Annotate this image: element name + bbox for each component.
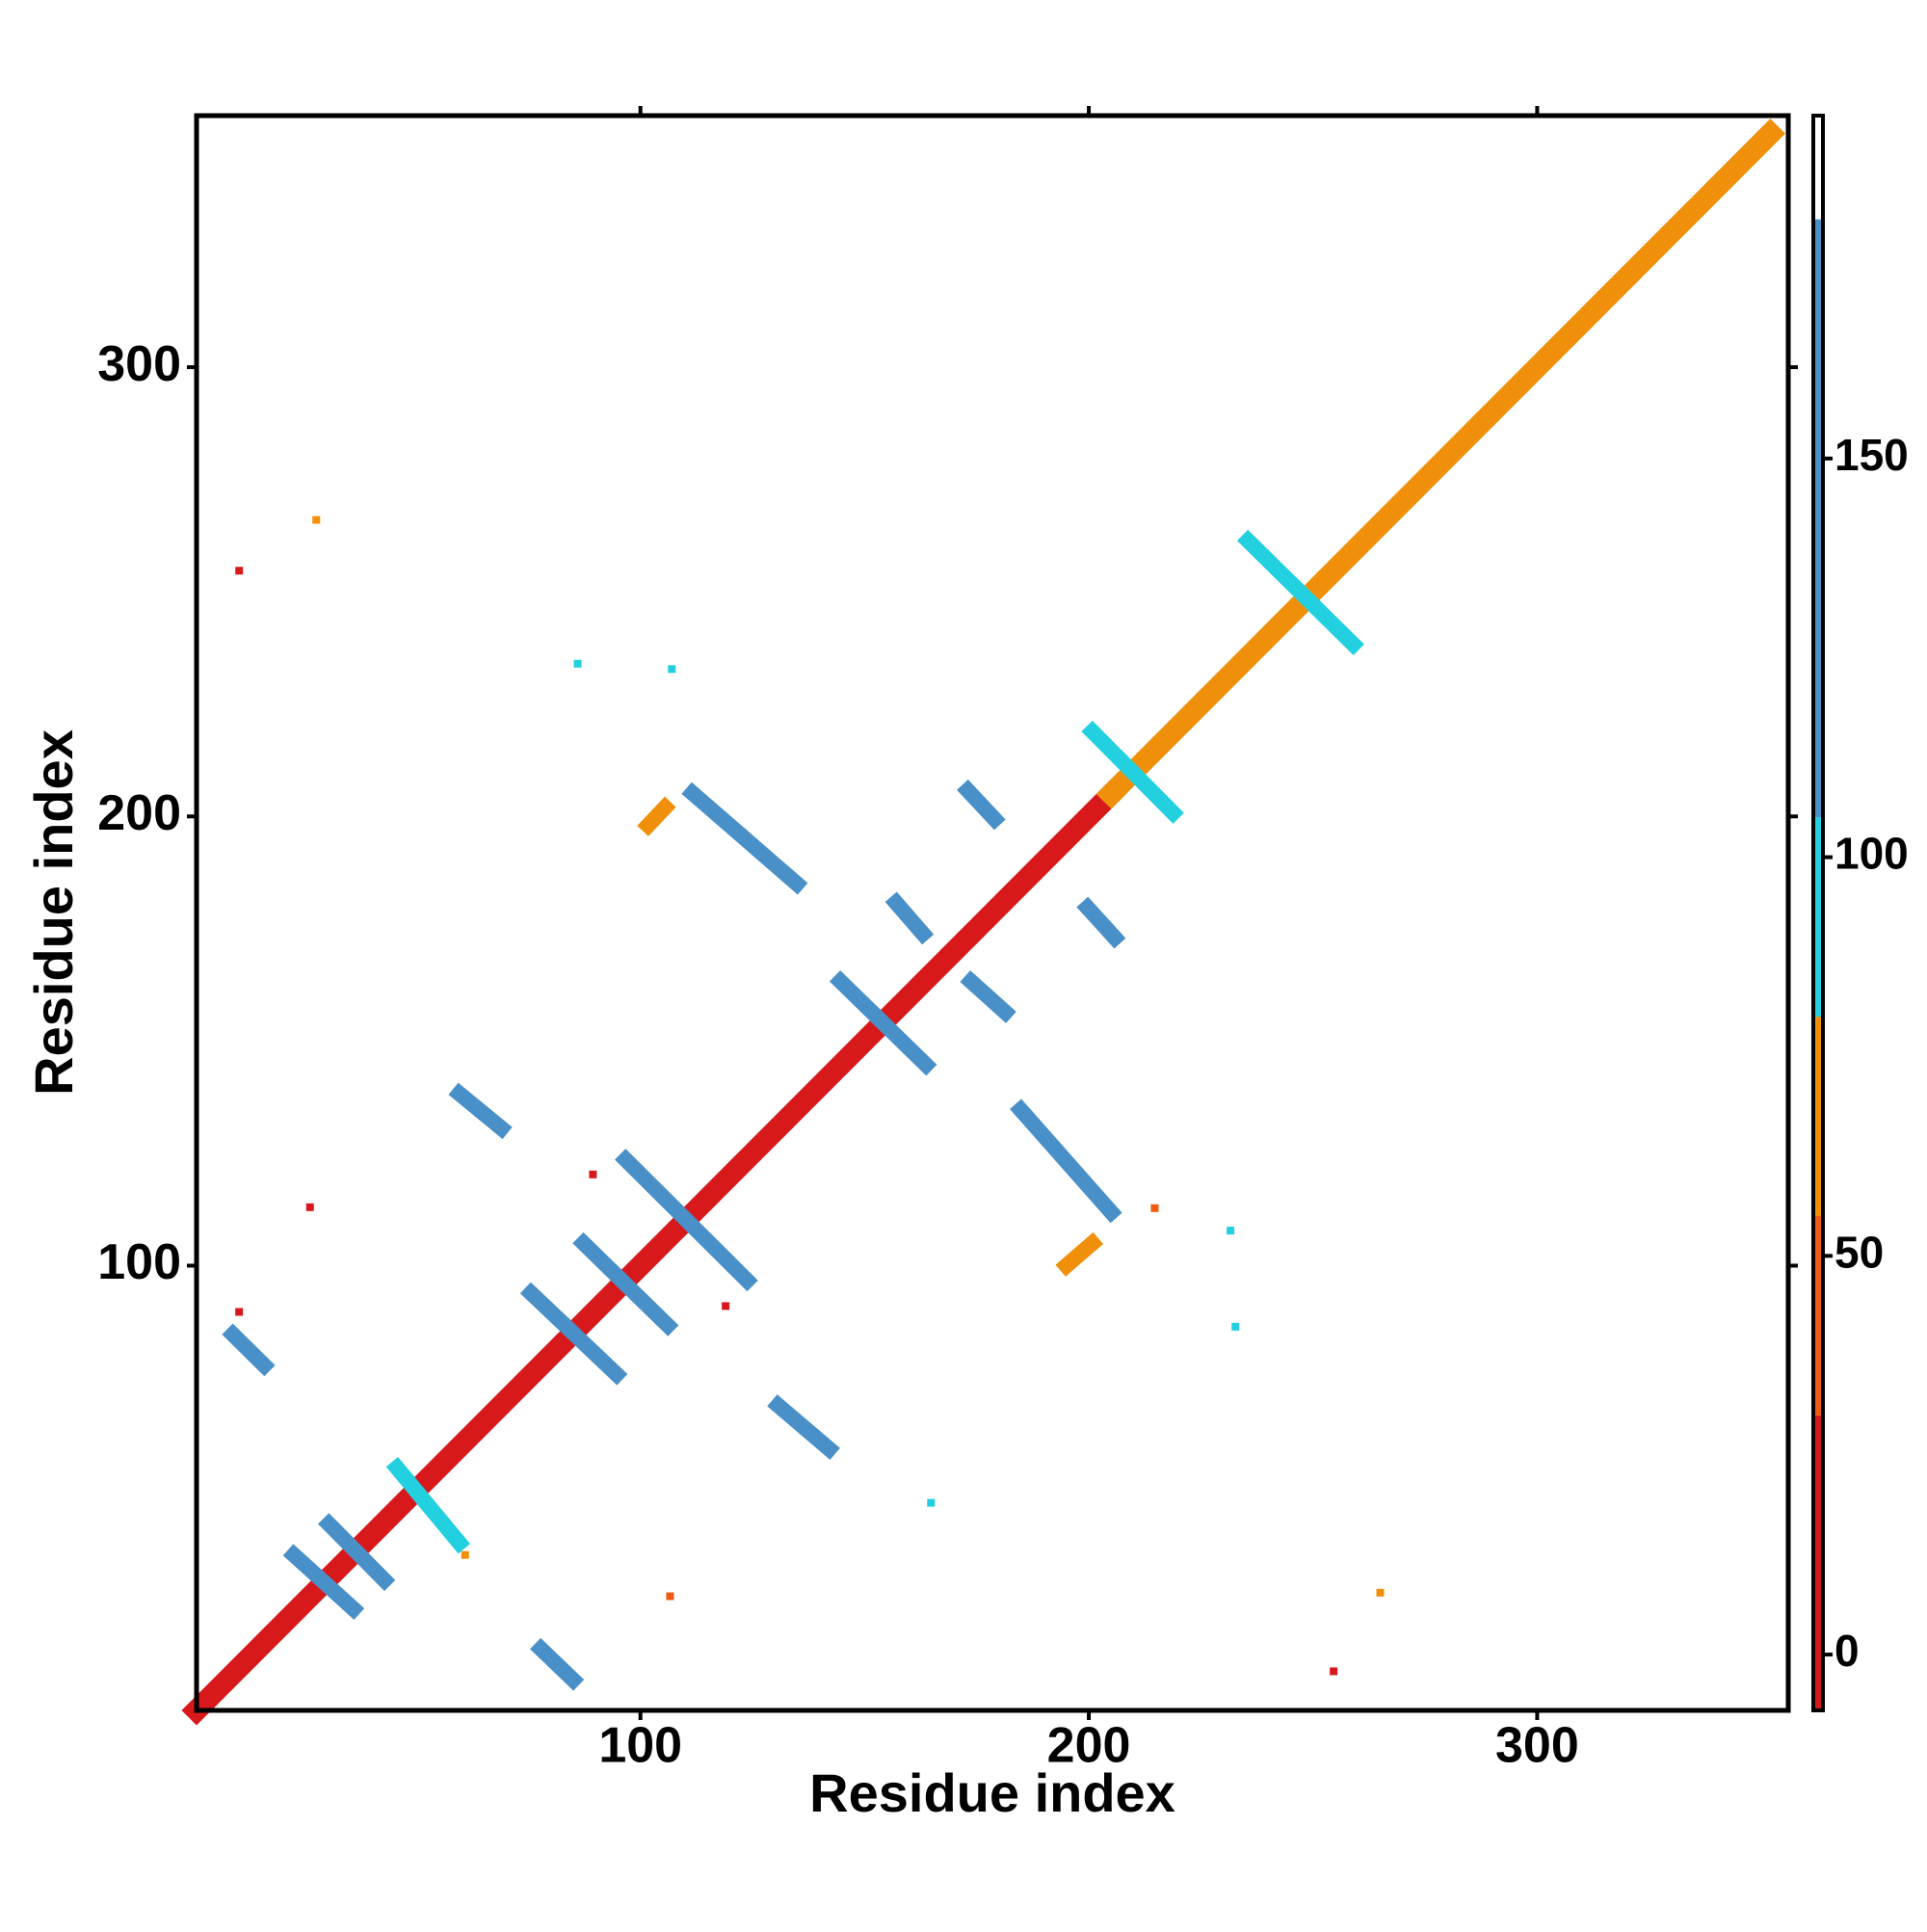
contact-strand (1010, 1098, 1122, 1224)
colorbar-band (1813, 1215, 1823, 1416)
contact-point (668, 665, 676, 674)
contact-strand (829, 970, 937, 1076)
colorbar-band (1813, 116, 1823, 220)
plot-frame (194, 113, 1791, 1713)
contact-point (461, 1550, 469, 1559)
contact-strand (317, 1513, 396, 1592)
colorbar-tick-label: 100 (1835, 829, 1909, 879)
contact-strand (385, 1456, 470, 1554)
colorbar-tick-label: 50 (1835, 1227, 1884, 1277)
contact-point (1227, 1227, 1235, 1235)
contact-strand (960, 970, 1016, 1023)
y-axis-label: Residue index (23, 729, 84, 1096)
x-axis-label: Residue index (809, 1762, 1175, 1823)
y-tick-label: 300 (97, 336, 181, 392)
contact-strand (681, 781, 808, 895)
contact-point (666, 1592, 674, 1601)
contact-point (305, 1203, 314, 1211)
colorbar-band (1813, 219, 1823, 818)
colorbar-band (1813, 1415, 1823, 1710)
contact-strand (572, 1231, 679, 1337)
colorbar-tick-label: 150 (1835, 430, 1909, 480)
contact-strand (222, 1323, 276, 1377)
contact-point (573, 659, 582, 668)
contact-strand (767, 1394, 840, 1460)
colorbar-tick-label: 0 (1835, 1626, 1860, 1676)
contact-point (722, 1302, 730, 1310)
contact-point (235, 1308, 244, 1316)
colorbar-frame (1811, 114, 1825, 1712)
contact-point (927, 1498, 936, 1507)
contact-strand (615, 1149, 758, 1292)
x-tick-label: 200 (1047, 1718, 1131, 1774)
x-tick-label: 300 (1495, 1718, 1579, 1774)
contact-strand (1236, 529, 1364, 656)
contact-point (1150, 1204, 1159, 1212)
contact-point (1231, 1322, 1240, 1331)
diagonal-band (1095, 119, 1785, 809)
contact-strand (1076, 896, 1126, 949)
contact-point (1330, 1667, 1338, 1676)
contact-strand (637, 796, 676, 836)
colorbar-band (1813, 1017, 1823, 1216)
contact-strand (1081, 720, 1184, 824)
contact-strand (1055, 1231, 1104, 1277)
contact-strand (519, 1282, 628, 1386)
y-tick-label: 200 (97, 785, 181, 841)
contact-point (589, 1170, 597, 1178)
contact-point (1376, 1588, 1385, 1597)
x-tick-label: 100 (598, 1718, 682, 1774)
contact-point (235, 567, 244, 575)
y-tick-label: 100 (97, 1234, 181, 1290)
contact-strand (957, 779, 1006, 831)
contact-strand (282, 1544, 365, 1620)
contact-strand (448, 1082, 513, 1140)
colorbar-band (1813, 817, 1823, 1018)
contact-point (312, 516, 321, 524)
contact-strand (884, 891, 935, 945)
diagonal-band (181, 779, 1126, 1726)
contact-strand (530, 1637, 585, 1691)
